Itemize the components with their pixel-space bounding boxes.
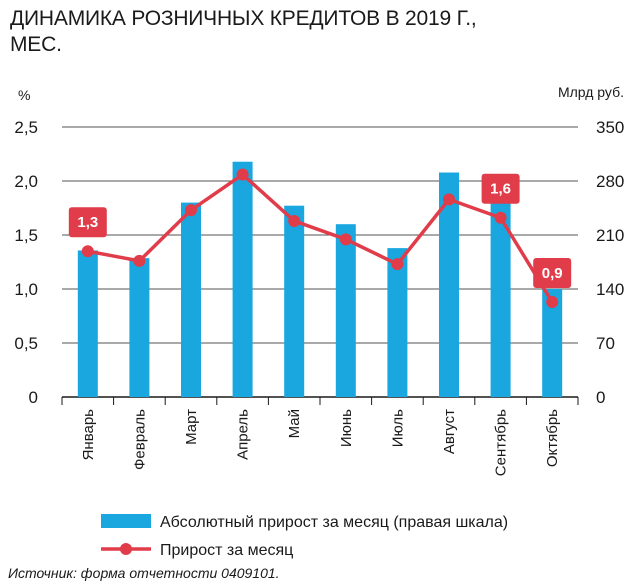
right-tick-label: 70 xyxy=(596,334,615,353)
line-series xyxy=(87,172,554,303)
line-point xyxy=(133,254,146,267)
bar xyxy=(542,289,563,397)
data-label: 1,6 xyxy=(490,181,511,198)
legend-line-marker xyxy=(120,543,132,555)
category-label: Август xyxy=(441,409,458,454)
data-label: 0,9 xyxy=(542,265,563,282)
bar xyxy=(77,250,98,397)
line-point xyxy=(81,245,94,258)
right-tick-label: 0 xyxy=(596,388,605,407)
data-label: 1,3 xyxy=(77,214,98,231)
bar xyxy=(490,190,511,397)
line-point xyxy=(443,193,455,206)
line-point xyxy=(185,204,197,217)
left-tick-label: 2,5 xyxy=(14,118,38,137)
bar xyxy=(129,258,150,397)
category-label: Февраль xyxy=(131,409,148,470)
category-label: Апрель xyxy=(235,409,252,460)
line-point xyxy=(391,258,404,271)
line-point xyxy=(494,211,507,224)
left-axis-unit: % xyxy=(18,87,30,103)
right-tick-label: 350 xyxy=(596,118,624,137)
chart-title: ДИНАМИКА РОЗНИЧНЫХ КРЕДИТОВ В 2019 Г., М… xyxy=(10,7,477,56)
data-label-box xyxy=(68,207,107,238)
right-tick-label: 280 xyxy=(596,172,624,191)
source-note: Источник: форма отчетности 0409101. xyxy=(8,565,280,581)
legend-label: Абсолютный прирост за месяц (правая шкал… xyxy=(160,514,508,531)
bar xyxy=(387,248,408,397)
data-label-box xyxy=(533,257,572,288)
left-tick-label: 1,0 xyxy=(14,280,38,299)
bar xyxy=(181,202,201,397)
right-tick-label: 210 xyxy=(596,226,624,245)
line-point xyxy=(288,214,301,227)
line-point xyxy=(339,233,352,246)
line-point xyxy=(546,295,559,308)
data-label-box xyxy=(481,173,520,204)
bar xyxy=(439,172,459,397)
category-label: Сентябрь xyxy=(493,409,510,476)
left-tick-label: 2,0 xyxy=(14,172,38,191)
bar xyxy=(232,161,253,397)
left-tick-label: 0,5 xyxy=(14,334,38,353)
left-tick-label: 1,5 xyxy=(14,226,38,245)
category-label: Октябрь xyxy=(544,409,561,467)
legend-label: Прирост за месяц xyxy=(160,542,293,559)
bar xyxy=(335,224,356,397)
right-tick-label: 140 xyxy=(596,280,624,299)
legend-bar-swatch xyxy=(101,514,151,528)
bar xyxy=(284,205,305,397)
line-point xyxy=(236,168,249,181)
right-axis-unit: Млрд руб. xyxy=(558,84,624,100)
category-label: Июль xyxy=(389,409,406,447)
category-label: Июнь xyxy=(338,409,355,447)
category-label: Май xyxy=(286,409,303,438)
category-label: Март xyxy=(183,409,200,445)
left-tick-label: 0 xyxy=(29,388,38,407)
category-label: Январь xyxy=(80,409,97,461)
